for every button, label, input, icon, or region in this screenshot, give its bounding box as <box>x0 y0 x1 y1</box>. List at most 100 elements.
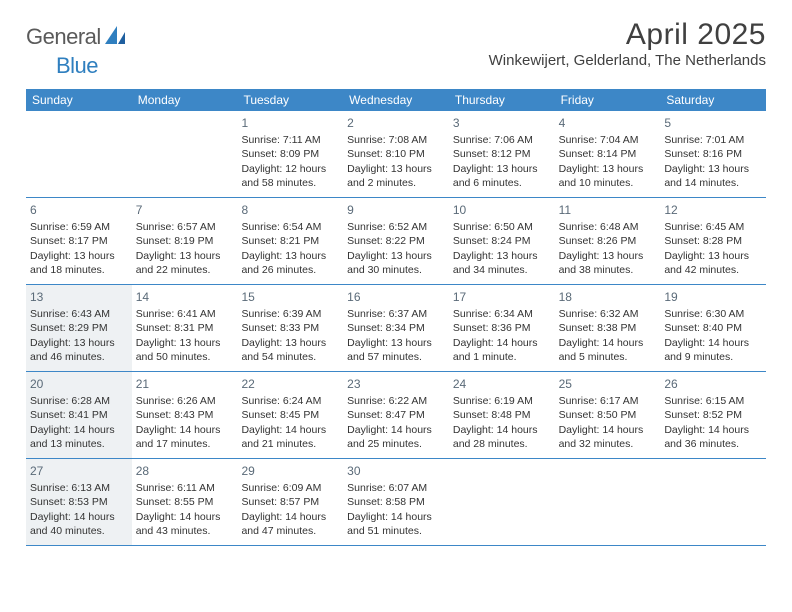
sunset-text: Sunset: 8:16 PM <box>664 147 762 161</box>
sunset-text: Sunset: 8:52 PM <box>664 408 762 422</box>
day-cell: 6Sunrise: 6:59 AMSunset: 8:17 PMDaylight… <box>26 198 132 284</box>
day-cell: 7 Sunrise: 6:57 AMSunset: 8:19 PMDaylight… <box>132 198 238 284</box>
day-number: 1 <box>241 115 339 131</box>
day-cell: 18Sunrise: 6:32 AMSunset: 8:38 PMDayligh… <box>555 285 661 371</box>
day-cell: 27Sunrise: 6:13 AMSunset: 8:53 PMDayligh… <box>26 459 132 545</box>
day-cell <box>26 111 132 197</box>
dow-thursday: Thursday <box>449 89 555 111</box>
sunrise-text: Sunrise: 6:26 AM <box>136 394 234 408</box>
daylight-text: Daylight: 13 hours and 42 minutes. <box>664 249 762 277</box>
sunrise-text: Sunrise: 6:59 AM <box>30 220 128 234</box>
day-cell: 5Sunrise: 7:01 AMSunset: 8:16 PMDaylight… <box>660 111 766 197</box>
sunset-text: Sunset: 8:36 PM <box>453 321 551 335</box>
day-number: 23 <box>347 376 445 392</box>
day-number: 22 <box>241 376 339 392</box>
week-row: 1Sunrise: 7:11 AMSunset: 8:09 PMDaylight… <box>26 111 766 198</box>
sunset-text: Sunset: 8:29 PM <box>30 321 128 335</box>
dow-row: Sunday Monday Tuesday Wednesday Thursday… <box>26 89 766 111</box>
daylight-text: Daylight: 12 hours and 58 minutes. <box>241 162 339 190</box>
day-cell: 2Sunrise: 7:08 AMSunset: 8:10 PMDaylight… <box>343 111 449 197</box>
sunset-text: Sunset: 8:41 PM <box>30 408 128 422</box>
day-cell <box>555 459 661 545</box>
sunrise-text: Sunrise: 7:04 AM <box>559 133 657 147</box>
sunrise-text: Sunrise: 6:57 AM <box>136 220 234 234</box>
sunset-text: Sunset: 8:24 PM <box>453 234 551 248</box>
daylight-text: Daylight: 14 hours and 51 minutes. <box>347 510 445 538</box>
weeks-container: 1Sunrise: 7:11 AMSunset: 8:09 PMDaylight… <box>26 111 766 546</box>
sunset-text: Sunset: 8:34 PM <box>347 321 445 335</box>
day-number: 24 <box>453 376 551 392</box>
sunrise-text: Sunrise: 7:06 AM <box>453 133 551 147</box>
day-number: 27 <box>30 463 128 479</box>
sunset-text: Sunset: 8:45 PM <box>241 408 339 422</box>
sunset-text: Sunset: 8:09 PM <box>241 147 339 161</box>
day-number: 11 <box>559 202 657 218</box>
day-number: 30 <box>347 463 445 479</box>
daylight-text: Daylight: 14 hours and 28 minutes. <box>453 423 551 451</box>
sunrise-text: Sunrise: 7:01 AM <box>664 133 762 147</box>
day-number: 16 <box>347 289 445 305</box>
day-cell: 30Sunrise: 6:07 AMSunset: 8:58 PMDayligh… <box>343 459 449 545</box>
day-cell: 1 Sunrise: 7:11 AMSunset: 8:09 PMDaylight… <box>237 111 343 197</box>
daylight-text: Daylight: 13 hours and 2 minutes. <box>347 162 445 190</box>
daylight-text: Daylight: 13 hours and 30 minutes. <box>347 249 445 277</box>
page: General April 2025 Winkewijert, Gelderla… <box>0 0 792 546</box>
title-block: April 2025 Winkewijert, Gelderland, The … <box>489 18 766 69</box>
day-cell: 14Sunrise: 6:41 AMSunset: 8:31 PMDayligh… <box>132 285 238 371</box>
day-cell: 8Sunrise: 6:54 AMSunset: 8:21 PMDaylight… <box>237 198 343 284</box>
day-cell: 17Sunrise: 6:34 AMSunset: 8:36 PMDayligh… <box>449 285 555 371</box>
daylight-text: Daylight: 13 hours and 50 minutes. <box>136 336 234 364</box>
day-cell: 29Sunrise: 6:09 AMSunset: 8:57 PMDayligh… <box>237 459 343 545</box>
sunset-text: Sunset: 8:47 PM <box>347 408 445 422</box>
sunrise-text: Sunrise: 6:37 AM <box>347 307 445 321</box>
sunrise-text: Sunrise: 6:07 AM <box>347 481 445 495</box>
daylight-text: Daylight: 14 hours and 43 minutes. <box>136 510 234 538</box>
sunset-text: Sunset: 8:12 PM <box>453 147 551 161</box>
month-title: April 2025 <box>489 18 766 52</box>
daylight-text: Daylight: 13 hours and 22 minutes. <box>136 249 234 277</box>
day-cell: 4Sunrise: 7:04 AMSunset: 8:14 PMDaylight… <box>555 111 661 197</box>
daylight-text: Daylight: 14 hours and 36 minutes. <box>664 423 762 451</box>
sunrise-text: Sunrise: 6:43 AM <box>30 307 128 321</box>
sunrise-text: Sunrise: 6:39 AM <box>241 307 339 321</box>
daylight-text: Daylight: 14 hours and 5 minutes. <box>559 336 657 364</box>
sunset-text: Sunset: 8:48 PM <box>453 408 551 422</box>
sunrise-text: Sunrise: 6:13 AM <box>30 481 128 495</box>
sunrise-text: Sunrise: 6:15 AM <box>664 394 762 408</box>
week-row: 27 Sunrise: 6:13 AMSunset: 8:53 PM Dayligh… <box>26 459 766 546</box>
day-cell: 28Sunrise: 6:11 AMSunset: 8:55 PMDayligh… <box>132 459 238 545</box>
sunrise-text: Sunrise: 6:09 AM <box>241 481 339 495</box>
day-cell: 11 Sunrise: 6:48 AMSunset: 8:26 PMDayligh… <box>555 198 661 284</box>
daylight-text: Daylight: 13 hours and 10 minutes. <box>559 162 657 190</box>
dow-wednesday: Wednesday <box>343 89 449 111</box>
day-number: 25 <box>559 376 657 392</box>
sunset-text: Sunset: 8:50 PM <box>559 408 657 422</box>
sunrise-text: Sunrise: 6:45 AM <box>664 220 762 234</box>
daylight-text: Daylight: 13 hours and 6 minutes. <box>453 162 551 190</box>
day-cell <box>132 111 238 197</box>
day-number: 2 <box>347 115 445 131</box>
logo-text-general: General <box>26 24 101 50</box>
sunset-text: Sunset: 8:53 PM <box>30 495 128 509</box>
daylight-text: Daylight: 14 hours and 9 minutes. <box>664 336 762 364</box>
week-row: 13Sunrise: 6:43 AMSunset: 8:29 PMDayligh… <box>26 285 766 372</box>
day-number: 7 <box>136 202 234 218</box>
day-cell: 24Sunrise: 6:19 AMSunset: 8:48 PMDayligh… <box>449 372 555 458</box>
day-cell: 16Sunrise: 6:37 AMSunset: 8:34 PMDayligh… <box>343 285 449 371</box>
dow-saturday: Saturday <box>660 89 766 111</box>
sunrise-text: Sunrise: 6:32 AM <box>559 307 657 321</box>
sunset-text: Sunset: 8:26 PM <box>559 234 657 248</box>
logo-sail-icon <box>105 26 125 49</box>
sunset-text: Sunset: 8:19 PM <box>136 234 234 248</box>
day-number: 19 <box>664 289 762 305</box>
daylight-text: Daylight: 13 hours and 38 minutes. <box>559 249 657 277</box>
location-text: Winkewijert, Gelderland, The Netherlands <box>489 52 766 69</box>
day-cell: 9Sunrise: 6:52 AMSunset: 8:22 PMDaylight… <box>343 198 449 284</box>
dow-monday: Monday <box>132 89 238 111</box>
sunrise-text: Sunrise: 6:48 AM <box>559 220 657 234</box>
day-cell <box>449 459 555 545</box>
day-cell: 12Sunrise: 6:45 AMSunset: 8:28 PMDayligh… <box>660 198 766 284</box>
sunrise-text: Sunrise: 7:11 AM <box>241 133 339 147</box>
day-cell: 21Sunrise: 6:26 AMSunset: 8:43 PMDayligh… <box>132 372 238 458</box>
day-cell: 10Sunrise: 6:50 AMSunset: 8:24 PMDayligh… <box>449 198 555 284</box>
